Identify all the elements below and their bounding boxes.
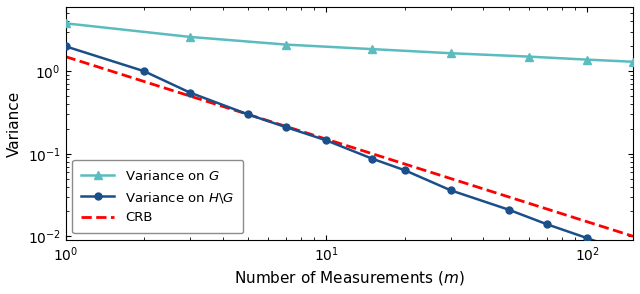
Variance on $H\backslash G$: [186, 91, 194, 94]
Variance on $H\backslash G$: [447, 188, 454, 192]
Variance on $H\backslash G$: [629, 253, 637, 256]
Legend: Variance on $G$, Variance on $H\backslash G$, CRB: Variance on $G$, Variance on $H\backslas…: [72, 160, 243, 233]
Variance on $G$: [186, 35, 194, 39]
Variance on $H\backslash G$: [401, 168, 409, 172]
Variance on $G$: [629, 60, 637, 64]
Variance on $H\backslash G$: [61, 45, 69, 48]
Variance on $G$: [282, 43, 290, 46]
Line: Variance on $G$: Variance on $G$: [61, 19, 637, 66]
Variance on $H\backslash G$: [140, 69, 148, 73]
Variance on $G$: [61, 21, 69, 25]
Variance on $H\backslash G$: [369, 157, 376, 161]
Variance on $H\backslash G$: [323, 139, 330, 142]
Variance on $H\backslash G$: [505, 208, 513, 211]
Y-axis label: Variance: Variance: [7, 90, 22, 157]
Variance on $H\backslash G$: [244, 113, 252, 116]
Variance on $H\backslash G$: [543, 223, 550, 226]
Variance on $G$: [447, 51, 454, 55]
Variance on $G$: [583, 58, 591, 61]
Variance on $H\backslash G$: [583, 236, 591, 240]
Variance on $G$: [369, 47, 376, 51]
Variance on $G$: [525, 55, 533, 59]
Variance on $H\backslash G$: [282, 125, 290, 129]
Line: Variance on $H\backslash G$: Variance on $H\backslash G$: [62, 43, 637, 258]
X-axis label: Number of Measurements $(m)$: Number of Measurements $(m)$: [234, 269, 465, 287]
